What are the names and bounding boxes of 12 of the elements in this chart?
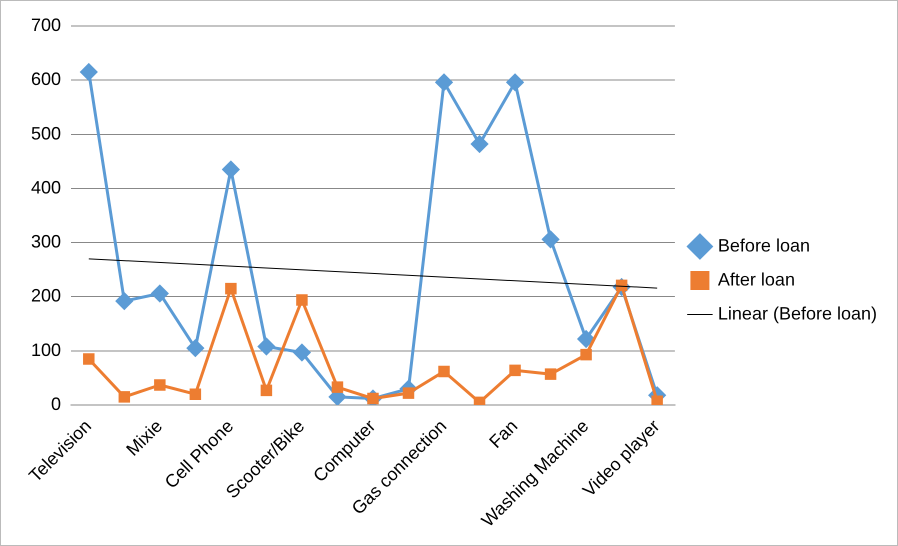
legend-label: Linear (Before loan)	[718, 303, 878, 324]
legend-label: After loan	[718, 269, 795, 290]
y-tick-label: 200	[30, 286, 62, 306]
y-tick-label: 500	[30, 123, 62, 144]
y-tick-label: 600	[30, 69, 62, 90]
y-tick-label: 300	[30, 232, 62, 252]
y-tick-label: 0	[51, 394, 62, 414]
y-tick-label: 100	[30, 340, 62, 360]
legend-label: Before loan	[718, 235, 810, 256]
x-tick-label: Fan	[485, 416, 522, 452]
y-tick-label: 700	[30, 14, 62, 35]
y-tick-label: 400	[30, 177, 62, 198]
